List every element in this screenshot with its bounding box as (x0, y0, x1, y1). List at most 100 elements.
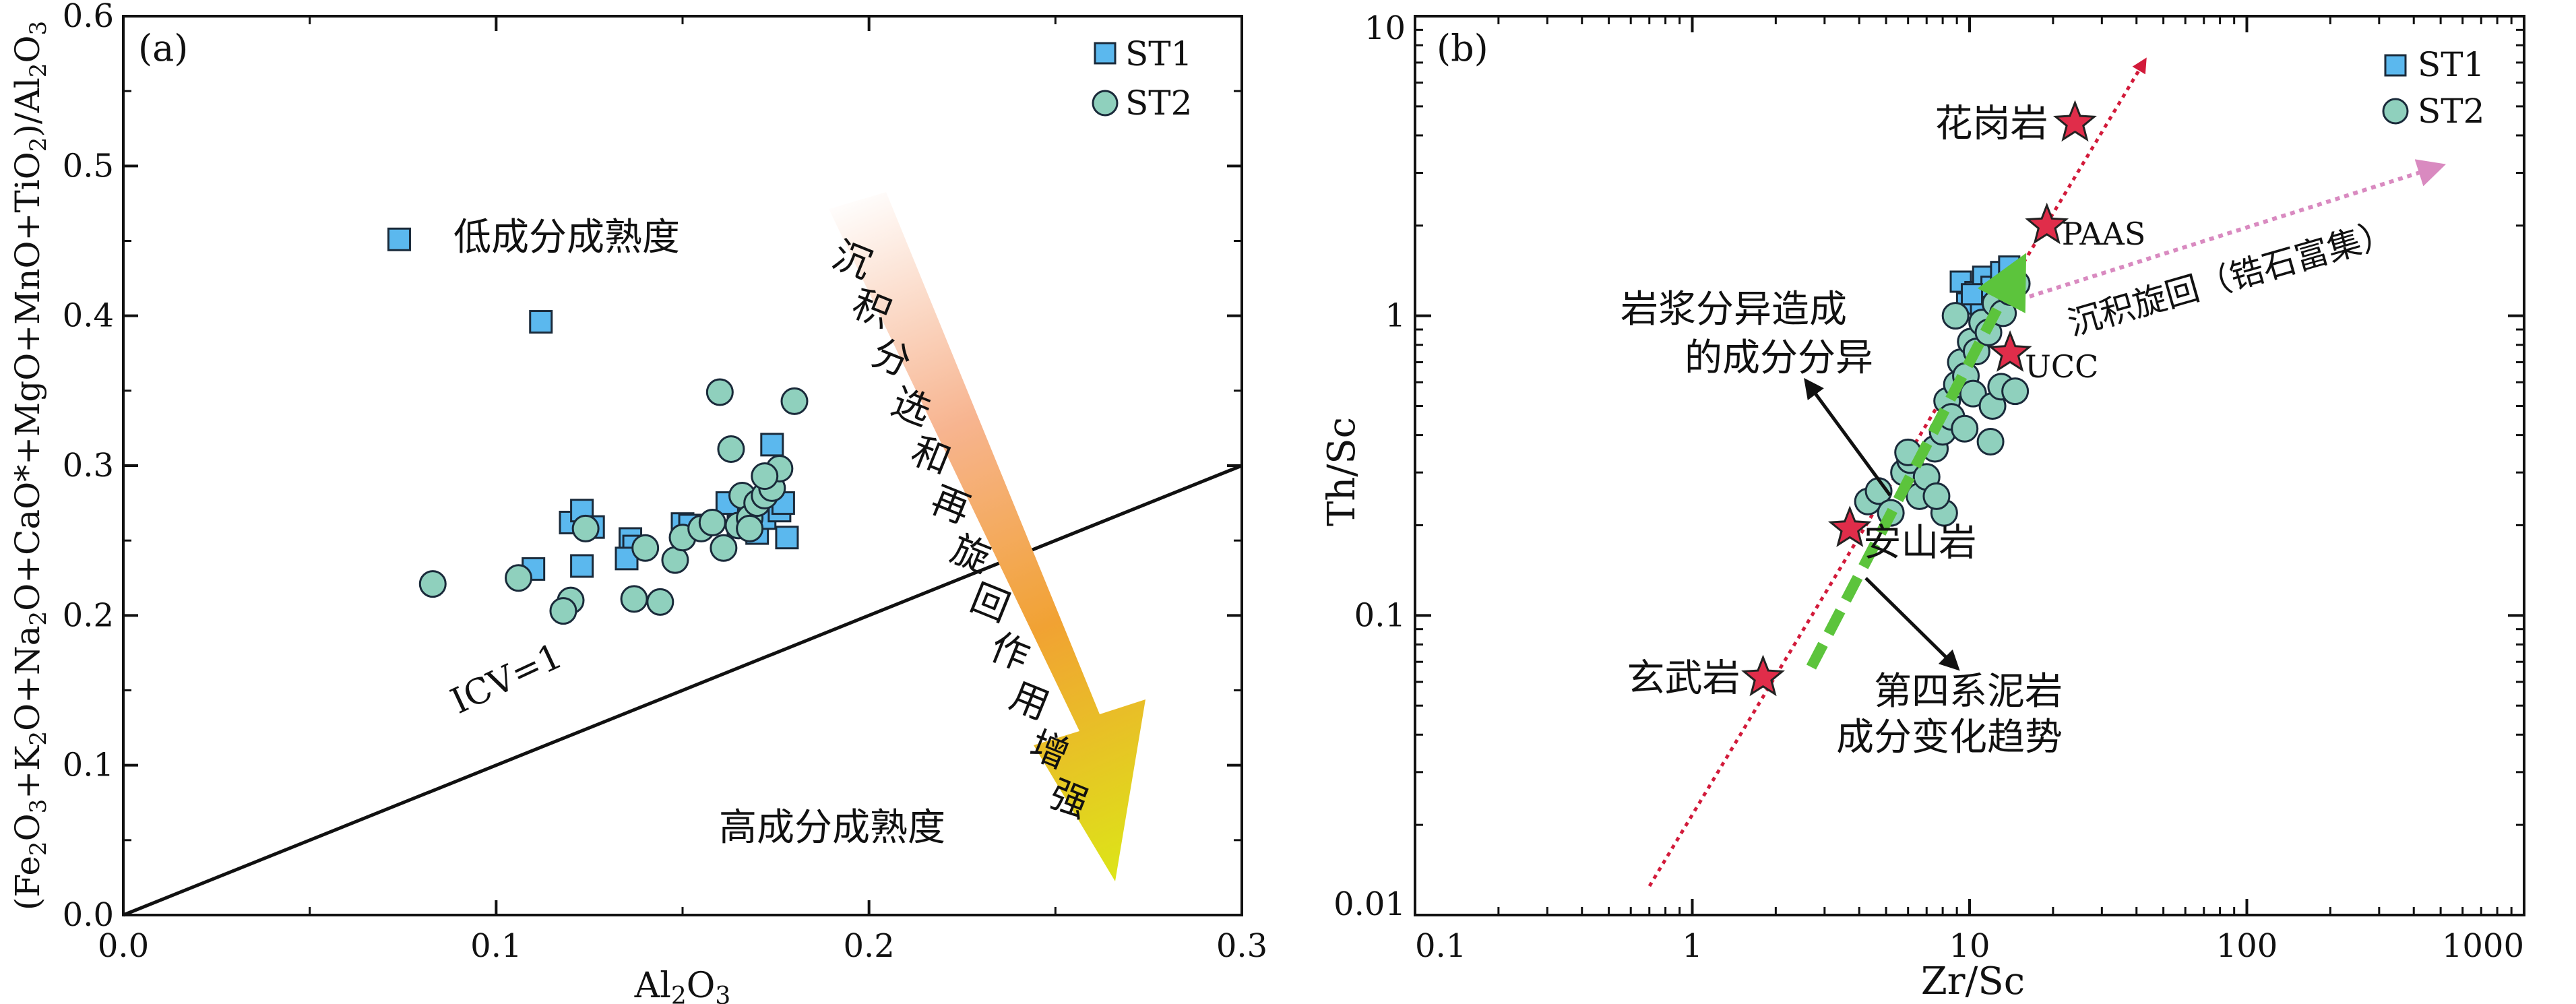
point-st2 (646, 588, 674, 616)
quaternary-trend-arrow (1806, 253, 2027, 670)
reference-star-label: 玄武岩 (1627, 657, 1740, 701)
point-st2 (2001, 377, 2030, 406)
panel-b-y-axis-label: Th/Sc (1320, 417, 1364, 526)
panel-b-ticks (1414, 15, 2525, 916)
panel-b-x-axis-label: Zr/Sc (1921, 960, 2025, 1003)
icv-reference-line (123, 464, 1243, 917)
point-st1 (387, 227, 411, 251)
point-st2 (705, 378, 734, 406)
low-maturity-label: 低成分成熟度 (453, 216, 680, 259)
point-st2 (505, 564, 533, 592)
reference-star (1741, 654, 1785, 697)
point-st1 (529, 310, 553, 334)
point-st2 (1951, 414, 1979, 443)
point-st2 (549, 597, 577, 625)
point-st2 (571, 514, 600, 542)
magma-text-line1: 岩浆分异造成 (1621, 288, 1847, 332)
reference-star-label: PAAS (2062, 216, 2146, 252)
x-tick-label: 0.1 (470, 927, 522, 965)
panel-a-legend: ST1 ST2 (1092, 34, 1192, 123)
reference-star (2025, 202, 2069, 245)
y-tick-label: 0.1 (1354, 596, 1406, 634)
panel-a-tick-labels: 0.0 0.1 0.2 0.3 0.0 0.1 0.2 0.3 0.4 0.5 0.6 (63, 0, 1268, 965)
point-st1 (760, 433, 784, 457)
panel-a-points (387, 227, 809, 625)
x-tick-label: 1 (1682, 927, 1703, 965)
point-st2 (1922, 482, 1951, 510)
point-st2 (698, 508, 726, 536)
point-st2 (751, 462, 779, 491)
reference-star (1988, 330, 2032, 372)
reference-star-label: UCC (2025, 348, 2098, 385)
point-st2 (736, 514, 764, 542)
point-st2 (620, 585, 648, 613)
panel-a: 0.0 0.1 0.2 0.30.00.10.20.30.40.50.6 ICV=1 … (8, 0, 1267, 1004)
legend-st1-label: ST1 (2418, 45, 2484, 84)
panel-a-ticks (122, 15, 1243, 916)
point-st2 (710, 534, 738, 562)
panel-a-y-axis-label: (Fe2O3+K2O+Na2O+CaO*+MgO+MnO+TiO2)/Al2O3 (8, 21, 52, 910)
panel-b-frame (1414, 15, 2525, 916)
reference-star (1827, 505, 1872, 547)
x-tick-label: 0.1 (1415, 927, 1466, 965)
x-tick-label: 100 (2216, 927, 2278, 965)
y-tick-label: 0.5 (63, 147, 114, 185)
point-st2 (631, 534, 660, 562)
sediment-recycling-arrow (2029, 159, 2447, 299)
legend-st2-marker (1092, 90, 1119, 117)
y-tick-label: 0.0 (63, 896, 114, 934)
x-tick-label: 10 (1949, 927, 1990, 965)
y-tick-label: 0.3 (63, 447, 114, 484)
quaternary-text-line1: 第四系泥岩 (1874, 670, 2063, 714)
y-tick-label: 10 (1364, 9, 1406, 47)
y-tick-label: 0.4 (63, 297, 114, 335)
x-tick-label: 0.3 (1216, 927, 1267, 965)
x-tick-label: 0.2 (843, 927, 894, 965)
y-tick-label: 0.2 (63, 596, 114, 634)
y-tick-label: 0.6 (63, 0, 114, 35)
y-tick-label: 0.1 (63, 747, 114, 784)
x-tick-label: 1000 (2442, 927, 2524, 965)
legend-st1-marker (2384, 54, 2407, 77)
legend-st2-label: ST2 (1125, 84, 1192, 123)
point-st2 (717, 435, 745, 464)
point-st2 (1941, 302, 1970, 330)
point-st2 (1959, 379, 1987, 408)
point-st2 (418, 570, 447, 598)
y-tick-label: 1 (1385, 297, 1406, 335)
panel-a-x-axis-label: Al2O3 (634, 966, 731, 1004)
reference-star-label: 安山岩 (1863, 521, 1976, 565)
point-st2 (1976, 428, 2005, 456)
panel-a-label: (a) (138, 27, 188, 69)
reference-stars (1741, 100, 2097, 697)
arrow-text-char: 作 (984, 625, 1036, 679)
magma-arrow (1804, 377, 1892, 497)
y-tick-label: 0.01 (1333, 885, 1406, 923)
reference-star-label: 花岗岩 (1935, 102, 2048, 146)
legend-st1-label: ST1 (1125, 34, 1192, 73)
arrow-text-char: 用 (1004, 674, 1055, 728)
panel-b-legend: ST1 ST2 (2382, 45, 2484, 131)
igneous-trend-line (1647, 57, 2147, 887)
x-tick-label: 0.0 (98, 927, 149, 965)
reference-star (2053, 100, 2097, 142)
icv-label: ICV=1 (445, 636, 569, 722)
arrow-text-char: 回 (964, 576, 1015, 631)
legend-st1-marker (1094, 42, 1117, 65)
point-st1 (570, 554, 594, 578)
maturity-gradient-arrow (829, 192, 1145, 881)
high-maturity-label: 高成分成熟度 (719, 806, 945, 850)
legend-st2-label: ST2 (2418, 92, 2484, 131)
point-st1 (1961, 283, 1984, 306)
quaternary-text-line2: 成分变化趋势 (1836, 716, 2063, 759)
point-st2 (780, 387, 809, 415)
point-st1 (775, 526, 799, 550)
quaternary-arrow (1864, 577, 1960, 671)
magma-text-line2: 的成分分异 (1685, 336, 1873, 380)
panel-b-label: (b) (1437, 27, 1488, 69)
